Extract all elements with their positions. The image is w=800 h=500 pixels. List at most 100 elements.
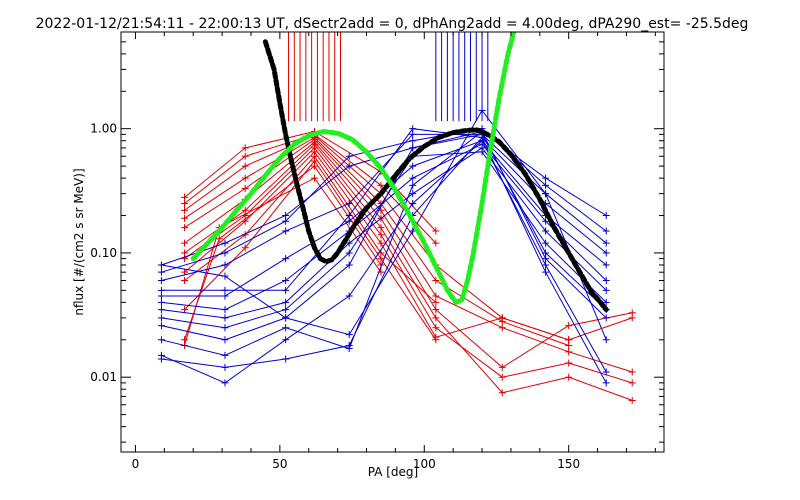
data-point-blue <box>157 336 165 344</box>
data-point-red <box>432 336 440 344</box>
data-point-blue <box>221 261 229 269</box>
plot-data-layer <box>157 32 636 404</box>
data-point-blue <box>345 249 353 257</box>
data-point-red <box>628 396 636 404</box>
data-point-blue <box>409 181 417 189</box>
data-point-red <box>432 324 440 332</box>
data-point-blue <box>221 324 229 332</box>
data-point-blue <box>282 286 290 294</box>
data-point-blue <box>221 314 229 322</box>
data-point-red <box>432 227 440 235</box>
series-line-blue <box>161 109 607 340</box>
data-point-blue <box>542 174 550 182</box>
data-point-blue <box>602 368 610 376</box>
data-point-blue <box>282 314 290 322</box>
data-point-blue <box>157 261 165 269</box>
data-point-red <box>432 277 440 285</box>
data-point-red <box>181 224 189 232</box>
x-tick-label: 0 <box>132 457 140 471</box>
data-point-blue <box>602 314 610 322</box>
x-tick-label: 150 <box>557 457 580 471</box>
y-axis-label: nflux [#/(cm2 s sr MeV)] <box>72 168 86 315</box>
chart-title: 2022-01-12/21:54:11 - 22:00:13 UT, dSect… <box>36 16 749 32</box>
data-point-red <box>377 181 385 189</box>
x-axis-label: PA [deg] <box>368 465 418 479</box>
data-point-blue <box>157 314 165 322</box>
data-point-red <box>498 363 506 371</box>
data-point-red <box>181 255 189 263</box>
data-point-red <box>498 389 506 397</box>
data-point-blue <box>542 217 550 225</box>
data-point-red <box>181 214 189 222</box>
data-point-red <box>377 255 385 263</box>
data-point-red <box>241 185 249 193</box>
marker-lines-layer <box>288 32 489 122</box>
data-point-red <box>181 206 189 214</box>
data-point-blue <box>409 144 417 152</box>
data-point-blue <box>157 292 165 300</box>
data-point-red <box>377 231 385 239</box>
plot-frame <box>120 31 665 453</box>
data-point-blue <box>221 351 229 359</box>
data-point-blue <box>345 292 353 300</box>
data-point-blue <box>221 292 229 300</box>
data-point-red <box>432 298 440 306</box>
data-point-blue <box>409 125 417 133</box>
data-point-blue <box>409 162 417 170</box>
data-point-blue <box>542 181 550 189</box>
data-point-red <box>181 239 189 247</box>
data-point-blue <box>221 336 229 344</box>
data-point-blue <box>282 277 290 285</box>
data-point-blue <box>602 239 610 247</box>
series-line-blue <box>161 136 607 384</box>
series-line-blue <box>161 130 607 356</box>
data-point-blue <box>409 227 417 235</box>
data-point-red <box>377 224 385 232</box>
data-point-red <box>241 144 249 152</box>
series-line-red <box>184 143 633 401</box>
data-point-blue <box>157 322 165 330</box>
series-line-red <box>184 141 633 369</box>
data-point-red <box>181 277 189 285</box>
data-point-blue <box>409 137 417 145</box>
data-point-red <box>565 322 573 330</box>
data-point-red <box>432 314 440 322</box>
series-line-blue <box>161 147 607 319</box>
data-point-red <box>377 239 385 247</box>
data-point-red <box>181 199 189 207</box>
data-point-blue <box>282 298 290 306</box>
data-point-red <box>241 244 249 252</box>
series-line-blue <box>161 130 607 266</box>
data-point-blue <box>602 298 610 306</box>
data-point-blue <box>221 239 229 247</box>
axes-layer: 0 50 100 150 0.01 0.10 1.00 <box>90 32 664 471</box>
data-point-blue <box>542 261 550 269</box>
data-point-red <box>628 368 636 376</box>
data-point-blue <box>345 239 353 247</box>
data-point-blue <box>542 239 550 247</box>
data-point-blue <box>409 199 417 207</box>
data-point-red <box>498 373 506 381</box>
data-point-red <box>241 174 249 182</box>
data-point-blue <box>409 190 417 198</box>
data-point-red <box>498 314 506 322</box>
y-tick-label: 0.10 <box>90 246 117 260</box>
data-point-blue <box>602 227 610 235</box>
data-point-red <box>311 162 319 170</box>
data-point-blue <box>602 249 610 257</box>
data-point-blue <box>157 306 165 314</box>
y-tick-label: 0.01 <box>90 370 117 384</box>
data-point-blue <box>542 190 550 198</box>
data-point-blue <box>221 379 229 387</box>
data-point-red <box>311 174 319 182</box>
data-point-blue <box>345 331 353 339</box>
data-point-blue <box>282 355 290 363</box>
x-tick-label: 50 <box>272 457 287 471</box>
fit-curve-black <box>262 39 609 313</box>
data-point-blue <box>602 277 610 285</box>
data-point-blue <box>542 268 550 276</box>
data-point-blue <box>409 174 417 182</box>
data-point-red <box>498 324 506 332</box>
series-line-blue <box>161 139 607 384</box>
fit-curves-layer <box>190 32 609 313</box>
